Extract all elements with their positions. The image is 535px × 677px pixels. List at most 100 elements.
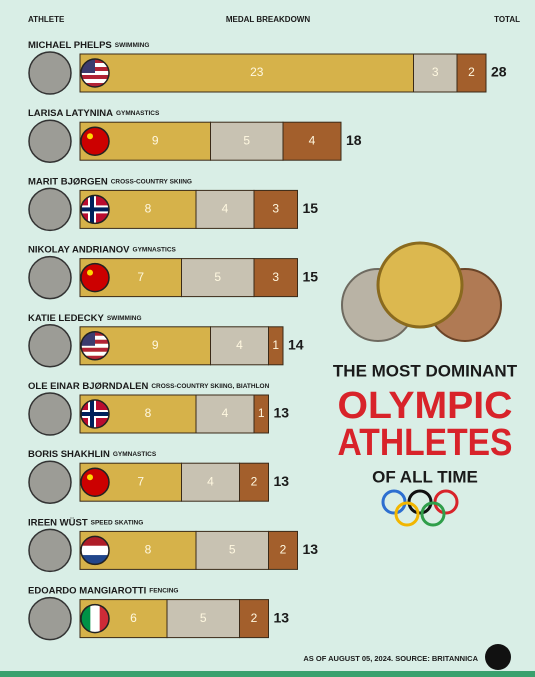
bar-segment (239, 599, 269, 639)
title-line: OLYMPIC (338, 385, 513, 427)
total-label: 15 (303, 268, 319, 284)
flag-stripe (81, 83, 109, 87)
segment-label: 8 (145, 202, 152, 216)
flag-stripe (81, 355, 109, 360)
sport: GYMNASTICS (113, 451, 157, 458)
flag-field (81, 263, 109, 292)
total-label: 15 (303, 200, 319, 216)
sport: GYMNASTICS (116, 110, 160, 117)
flag-cross (90, 400, 94, 428)
athlete-photo (28, 51, 72, 95)
sport: GYMNASTICS (133, 246, 177, 253)
flag-border (80, 58, 110, 88)
athlete-photo (28, 460, 72, 504)
flag-stripe (81, 545, 109, 556)
flag-stripe (81, 347, 109, 352)
flag-emblem (87, 474, 93, 481)
sport: FENCING (149, 587, 178, 594)
segment-label: 8 (145, 406, 152, 420)
athlete-photo (28, 392, 72, 436)
flag-emblem (87, 133, 93, 140)
total-label: 18 (346, 132, 362, 148)
segment-label: 2 (468, 65, 475, 79)
segment-label: 3 (272, 270, 279, 284)
header-total: TOTAL (494, 15, 520, 24)
athlete-photo (28, 596, 72, 641)
olympic-rings (381, 489, 459, 527)
flag (81, 127, 109, 156)
flag-cross (81, 207, 109, 212)
segment-label: 5 (214, 270, 221, 284)
athlete-name: LARISA LATYNINA GYMNASTICS (28, 108, 160, 119)
flag-border (80, 603, 110, 634)
bar-segment (210, 121, 284, 161)
segment-label: 23 (250, 65, 264, 79)
flag-border (80, 467, 110, 497)
medals-art (341, 241, 502, 342)
segment-label: 2 (251, 611, 258, 625)
segment-label: 4 (207, 474, 214, 488)
flag (81, 331, 109, 360)
flag-stripe (81, 536, 109, 547)
flag (81, 468, 109, 497)
segment-label: 9 (152, 338, 159, 352)
segment-label: 7 (137, 270, 144, 284)
segment-label: 4 (309, 133, 316, 147)
athlete-photo (28, 187, 72, 232)
segment-label: 2 (251, 474, 258, 488)
sport: SWIMMING (115, 42, 150, 49)
flag-border (80, 194, 110, 225)
header-athlete: ATHLETE (28, 15, 65, 24)
name: NIKOLAY ANDRIANOV (28, 244, 130, 255)
bar-segment (253, 258, 298, 298)
flag (81, 263, 109, 292)
bar-segment (210, 326, 269, 366)
flag-emblem (87, 269, 93, 276)
name: MICHAEL PHELPS (28, 40, 112, 51)
flag (81, 536, 109, 565)
segment-label: 1 (258, 406, 265, 420)
segment-label: 4 (222, 406, 229, 420)
athlete-name: KATIE LEDECKY SWIMMING (28, 312, 142, 323)
segment-label: 3 (272, 202, 279, 216)
flag-stripe (99, 604, 109, 633)
name: EDOARDO MANGIAROTTI (28, 585, 146, 596)
sport: SPEED SKATING (91, 519, 144, 526)
bar-segment (268, 326, 284, 366)
footer-strip (0, 671, 535, 677)
segment-label: 5 (243, 133, 250, 147)
segment-label: 2 (280, 543, 287, 557)
flag-field (81, 127, 109, 156)
flag-border (80, 331, 110, 361)
total-label: 28 (491, 64, 507, 80)
segment-label: 7 (137, 474, 144, 488)
total-label: 14 (288, 337, 304, 353)
athlete-name: IREEN WÜST SPEED SKATING (28, 517, 143, 528)
segment-label: 3 (432, 65, 439, 79)
name: BORIS SHAKHLIN (28, 449, 110, 460)
segment-label: 1 (272, 338, 279, 352)
sport: SWIMMING (107, 315, 142, 322)
segment-label: 9 (152, 133, 159, 147)
title-line: ATHLETES (338, 422, 513, 464)
athlete-name: NIKOLAY ANDRIANOV GYMNASTICS (28, 244, 177, 255)
flag-border (80, 399, 110, 429)
athlete-photo (28, 119, 72, 163)
title-line: OF ALL TIME (372, 467, 478, 486)
segment-label: 6 (130, 611, 137, 625)
athlete-name: EDOARDO MANGIAROTTI FENCING (28, 585, 178, 596)
name: LARISA LATYNINA (28, 108, 113, 119)
bar-segment (181, 258, 255, 298)
total-label: 13 (274, 609, 290, 625)
total-label: 13 (274, 473, 290, 489)
flag (81, 604, 109, 633)
flag-stripe (81, 75, 109, 79)
flag-stripe (90, 604, 101, 633)
bar-segment (282, 121, 342, 161)
bar-segment (79, 53, 414, 93)
bar-segment (239, 462, 269, 502)
name: KATIE LEDECKY (28, 312, 104, 323)
bar-segment (166, 599, 240, 639)
header-breakdown: MEDAL BREAKDOWN (226, 15, 311, 24)
